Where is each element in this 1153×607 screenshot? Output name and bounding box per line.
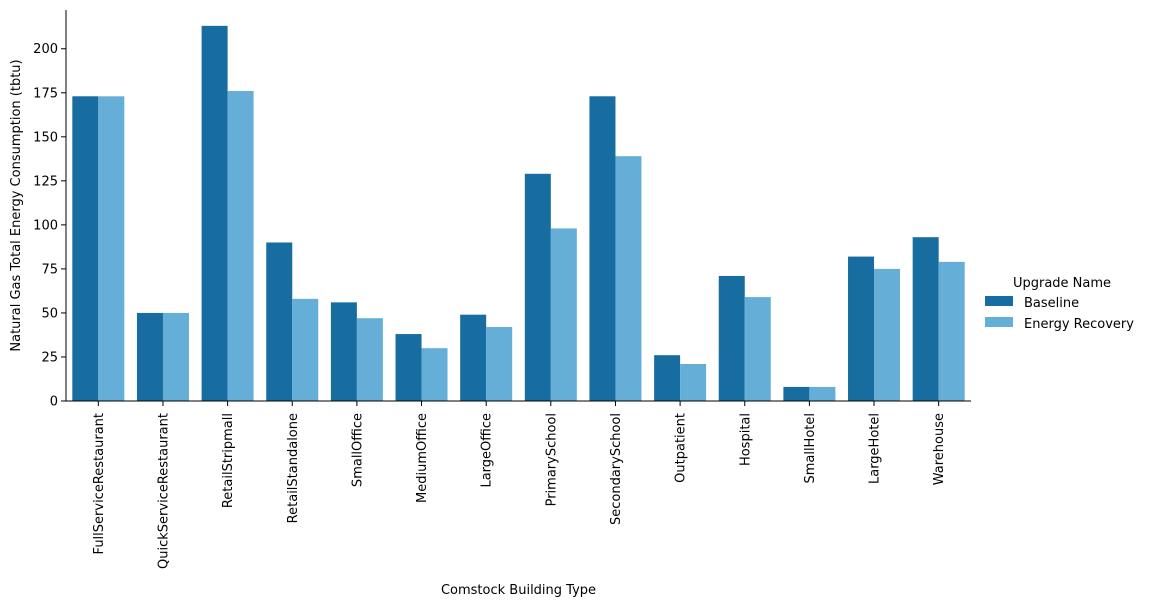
y-tick-label: 50 xyxy=(41,306,58,321)
bar-baseline-warehouse xyxy=(912,237,939,401)
bar-baseline-outpatient xyxy=(654,355,681,401)
bar-baseline-secondaryschool xyxy=(589,96,616,401)
bar-energy-recovery-largeoffice xyxy=(486,327,513,401)
bar-baseline-mediumoffice xyxy=(395,334,422,401)
bars-layer xyxy=(72,25,965,402)
bar-energy-recovery-fullservicerestaurant xyxy=(98,96,125,401)
x-axis: FullServiceRestaurant QuickServiceRestaur… xyxy=(66,400,971,569)
bar-baseline-hospital xyxy=(718,275,745,401)
bar-baseline-quickservicerestaurant xyxy=(136,312,163,401)
bar-baseline-primaryschool xyxy=(524,173,551,401)
bar-energy-recovery-hospital xyxy=(744,297,771,401)
x-tick-label: SecondarySchool xyxy=(609,413,624,525)
y-tick-label: 100 xyxy=(33,218,58,233)
x-tick-label: MediumOffice xyxy=(415,413,430,503)
x-tick-label: Outpatient xyxy=(674,413,689,483)
bar-energy-recovery-smallhotel xyxy=(809,386,836,401)
bar-energy-recovery-largehotel xyxy=(874,268,901,401)
legend: Upgrade Name Baseline Energy Recovery xyxy=(985,276,1134,332)
x-tick-label: RetailStandalone xyxy=(286,413,301,523)
x-tick-label: SmallOffice xyxy=(350,413,365,487)
y-tick-label: 25 xyxy=(41,350,58,365)
bar-energy-recovery-retailstandalone xyxy=(292,298,319,401)
bar-energy-recovery-secondaryschool xyxy=(615,156,642,401)
bar-baseline-retailstandalone xyxy=(266,242,293,401)
x-tick-label: QuickServiceRestaurant xyxy=(156,413,171,569)
legend-label-baseline: Baseline xyxy=(1024,296,1079,311)
bar-energy-recovery-retailstripmall xyxy=(227,91,254,402)
x-tick-label: RetailStripmall xyxy=(221,413,236,508)
bar-baseline-largehotel xyxy=(848,256,875,401)
bar-baseline-largeoffice xyxy=(460,314,487,401)
bar-baseline-smallhotel xyxy=(783,386,810,401)
bar-energy-recovery-smalloffice xyxy=(356,318,383,401)
y-tick-label: 75 xyxy=(41,262,58,277)
x-tick-label: SmallHotel xyxy=(803,413,818,484)
bar-energy-recovery-primaryschool xyxy=(550,228,577,401)
y-tick-label: 150 xyxy=(33,130,58,145)
legend-swatch-baseline xyxy=(985,296,1013,306)
legend-title: Upgrade Name xyxy=(1013,276,1111,291)
x-tick-label: PrimarySchool xyxy=(544,413,559,506)
y-axis-title: Natural Gas Total Energy Consumption (tb… xyxy=(9,59,24,351)
x-tick-label: FullServiceRestaurant xyxy=(92,413,107,554)
bar-energy-recovery-outpatient xyxy=(680,364,707,401)
y-tick-label: 175 xyxy=(33,86,58,101)
x-tick-label: LargeOffice xyxy=(480,413,495,488)
x-tick-label: Warehouse xyxy=(932,413,947,485)
legend-swatch-energy-recovery xyxy=(985,317,1013,327)
y-tick-label: 0 xyxy=(50,395,58,410)
bar-baseline-retailstripmall xyxy=(201,25,228,402)
legend-label-energy-recovery: Energy Recovery xyxy=(1024,317,1134,332)
y-tick-label: 200 xyxy=(33,42,58,57)
bar-energy-recovery-quickservicerestaurant xyxy=(162,312,189,401)
x-axis-title: Comstock Building Type xyxy=(441,583,596,598)
x-tick-label: Hospital xyxy=(738,413,753,466)
bar-baseline-smalloffice xyxy=(330,302,357,401)
bar-energy-recovery-warehouse xyxy=(938,261,965,401)
y-axis: 0 25 50 75 100 125 150 175 200 xyxy=(33,10,67,410)
y-tick-label: 125 xyxy=(33,174,58,189)
bar-energy-recovery-mediumoffice xyxy=(421,348,448,401)
bar-baseline-fullservicerestaurant xyxy=(72,96,99,401)
x-tick-label: LargeHotel xyxy=(868,413,883,484)
